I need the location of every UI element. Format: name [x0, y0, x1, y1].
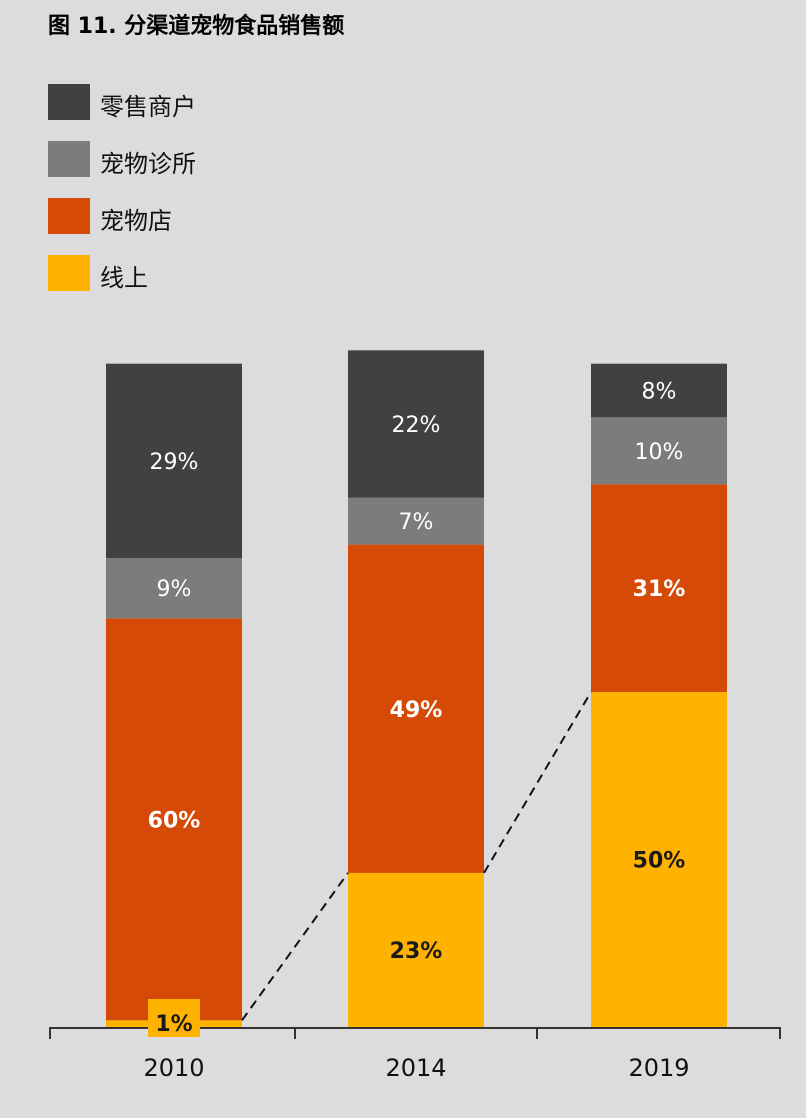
- legend-swatch-clinic: [48, 141, 90, 177]
- legend-label-petstore: 宠物店: [100, 207, 172, 235]
- data-label-2014-0: 23%: [390, 939, 443, 964]
- bar-segment-2014-3: [348, 350, 484, 498]
- legend-label-retail: 零售商户: [100, 93, 196, 121]
- legend-label-online: 线上: [100, 264, 148, 292]
- bar-segment-2019-1: [591, 484, 727, 692]
- data-label-2010-3: 29%: [150, 450, 199, 475]
- bar-segment-2010-2: [106, 558, 242, 619]
- legend-swatch-retail: [48, 84, 90, 120]
- legend-label-clinic: 宠物诊所: [100, 150, 196, 178]
- data-label-2010-2: 9%: [157, 577, 192, 602]
- trend-dashed-line-0: [241, 872, 349, 1021]
- data-label-2014-1: 49%: [390, 698, 443, 723]
- trend-dashed-line-1: [483, 691, 592, 874]
- data-label-2019-3: 8%: [642, 380, 677, 405]
- data-label-2019-0: 50%: [633, 849, 686, 874]
- data-label-2010-0: 1%: [155, 1012, 192, 1037]
- bar-segment-2019-0: [591, 692, 727, 1027]
- legend-swatch-online: [48, 255, 90, 291]
- data-label-2014-3: 22%: [392, 413, 441, 438]
- bar-segment-2019-2: [591, 417, 727, 485]
- data-label-2019-1: 31%: [633, 577, 686, 602]
- chart-title: 图 11. 分渠道宠物食品销售额: [48, 14, 345, 39]
- data-label-box-2010-0: [148, 999, 200, 1037]
- x-tick-label-2019: 2019: [628, 1054, 689, 1082]
- bar-segment-2014-1: [348, 544, 484, 873]
- data-label-2019-2: 10%: [635, 440, 684, 465]
- legend-swatch-petstore: [48, 198, 90, 234]
- x-tick-label-2010: 2010: [143, 1054, 204, 1082]
- bar-segment-2014-0: [348, 872, 484, 1027]
- bar-segment-2019-3: [591, 363, 727, 418]
- bar-segment-2010-1: [106, 618, 242, 1021]
- bar-segment-2014-2: [348, 497, 484, 545]
- x-tick-label-2014: 2014: [385, 1054, 446, 1082]
- data-label-2014-2: 7%: [399, 510, 434, 535]
- data-label-2010-1: 60%: [148, 808, 201, 833]
- bar-segment-2010-3: [106, 363, 242, 558]
